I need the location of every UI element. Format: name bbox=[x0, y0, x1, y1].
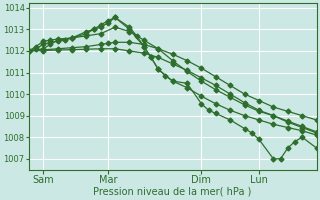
X-axis label: Pression niveau de la mer( hPa ): Pression niveau de la mer( hPa ) bbox=[93, 187, 252, 197]
